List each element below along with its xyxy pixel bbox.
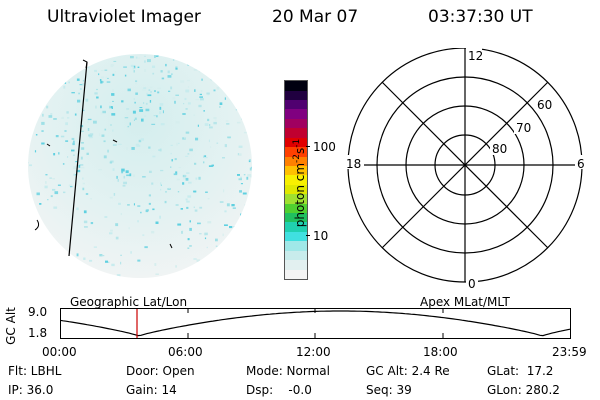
colorbar-tick-100: 100 bbox=[313, 140, 336, 154]
mlt-label-18: 18 bbox=[346, 157, 361, 171]
mlt-label-12: 12 bbox=[468, 49, 483, 63]
time-tick-4: 23:59 bbox=[552, 345, 587, 359]
apex-title: Apex MLat/MLT bbox=[420, 295, 510, 309]
lat-label-80: 80 bbox=[492, 142, 507, 156]
info-gain: Gain: 14 bbox=[126, 383, 177, 397]
colorbar-tick-10: 10 bbox=[313, 229, 329, 243]
info-seq: Seq: 39 bbox=[366, 383, 412, 397]
altitude-timeline bbox=[60, 308, 571, 339]
time-tick-0: 00:00 bbox=[42, 345, 77, 359]
geographic-title: Geographic Lat/Lon bbox=[70, 295, 188, 309]
info-glat: GLat: 17.2 bbox=[487, 364, 554, 378]
time-tick-2: 12:00 bbox=[296, 345, 331, 359]
terminator-line bbox=[68, 61, 88, 257]
y-tick-low: 1.8 bbox=[28, 326, 48, 340]
time-label: 03:37:30 UT bbox=[428, 7, 533, 27]
info-mode: Mode: Normal bbox=[246, 364, 330, 378]
info-ip: IP: 36.0 bbox=[8, 383, 54, 397]
info-glon: GLon: 280.2 bbox=[487, 383, 560, 397]
colorbar-label: photon cm-2s-1 bbox=[292, 138, 307, 228]
info-dsp: Dsp: -0.0 bbox=[246, 383, 312, 397]
polar-plot: 12 18 6 0 60 70 80 bbox=[344, 48, 587, 291]
y-tick-high: 9.0 bbox=[28, 305, 48, 319]
lat-label-70: 70 bbox=[516, 121, 531, 135]
info-gc-alt: GC Alt: 2.4 Re bbox=[366, 364, 450, 378]
lat-label-60: 60 bbox=[537, 98, 552, 112]
mlt-label-6: 6 bbox=[577, 157, 585, 171]
geographic-image bbox=[28, 54, 252, 278]
mlt-label-0: 0 bbox=[468, 277, 476, 291]
info-door: Door: Open bbox=[126, 364, 195, 378]
time-tick-1: 06:00 bbox=[168, 345, 203, 359]
instrument-title: Ultraviolet Imager bbox=[47, 7, 201, 27]
info-filter: Flt: LBHL bbox=[8, 364, 62, 378]
color-scale-bar bbox=[284, 80, 308, 280]
date-label: 20 Mar 07 bbox=[272, 7, 359, 27]
timeline-ylabel: GC Alt bbox=[4, 307, 18, 345]
time-tick-3: 18:00 bbox=[423, 345, 458, 359]
